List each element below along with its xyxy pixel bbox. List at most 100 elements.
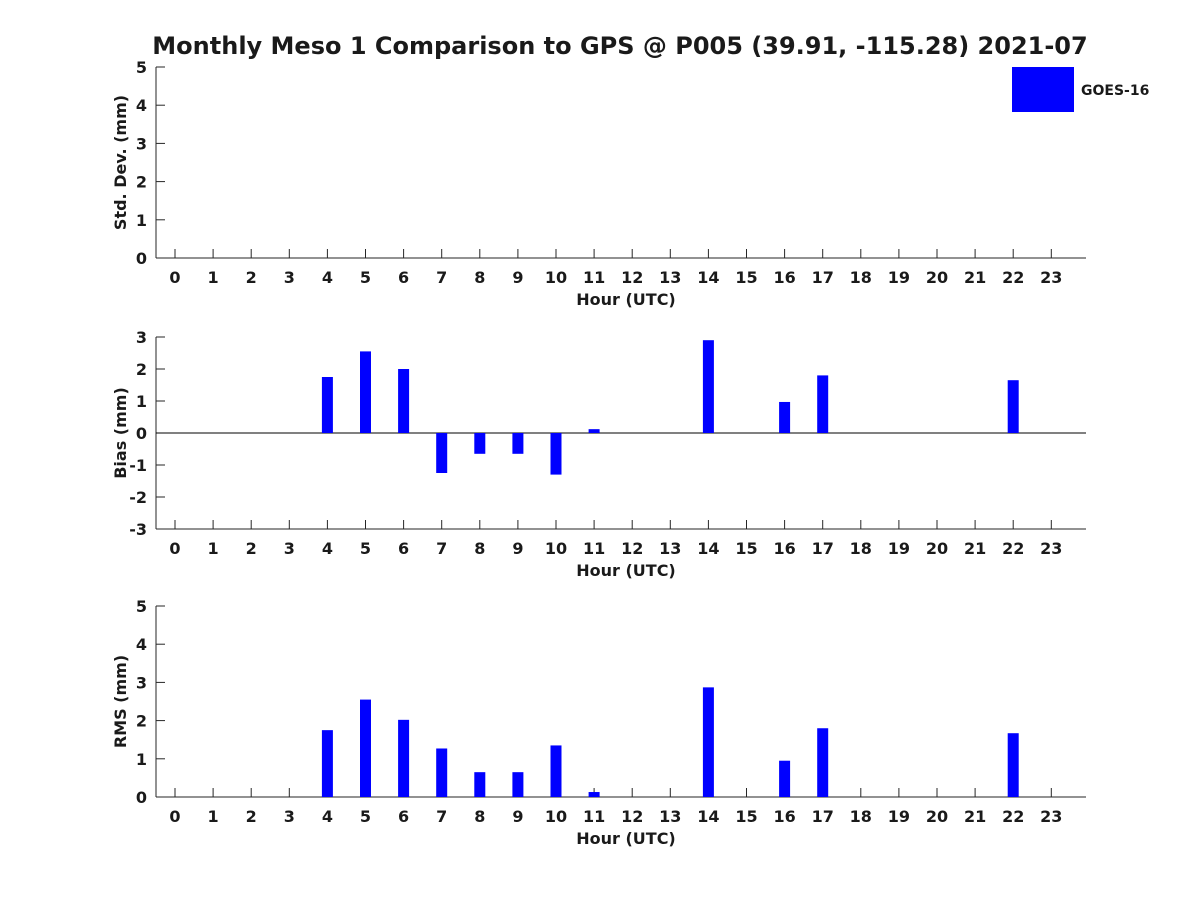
bar-hour-8: [474, 433, 486, 454]
y-tick-label: 1: [136, 750, 147, 769]
bar-hour-9: [512, 433, 524, 454]
x-axis-label: Hour (UTC): [576, 829, 676, 848]
bar-hour-22: [1007, 733, 1019, 797]
legend-swatch: [1012, 67, 1074, 112]
bar-hour-10: [550, 745, 562, 797]
y-tick-label: 1: [136, 392, 147, 411]
x-tick-label: 10: [545, 539, 567, 558]
y-tick-label: 5: [136, 597, 147, 616]
x-tick-label: 8: [474, 807, 485, 826]
x-tick-label: 19: [888, 268, 910, 287]
x-tick-label: 10: [545, 807, 567, 826]
x-tick-label: 2: [246, 268, 257, 287]
x-tick-label: 23: [1040, 268, 1062, 287]
x-tick-label: 2: [246, 807, 257, 826]
y-tick-label: 4: [136, 635, 147, 654]
x-tick-label: 3: [284, 268, 295, 287]
bar-hour-7: [436, 748, 448, 797]
bar-hour-14: [702, 687, 714, 797]
bar-hour-17: [817, 375, 829, 433]
x-tick-label: 18: [850, 807, 872, 826]
x-tick-label: 1: [208, 539, 219, 558]
x-tick-label: 11: [583, 268, 605, 287]
x-tick-label: 11: [583, 807, 605, 826]
x-tick-label: 7: [436, 268, 447, 287]
x-tick-label: 18: [850, 268, 872, 287]
x-tick-label: 14: [697, 807, 719, 826]
x-tick-label: 19: [888, 807, 910, 826]
bar-hour-5: [360, 351, 371, 433]
x-tick-label: 21: [964, 807, 986, 826]
bar-hour-11: [588, 792, 600, 797]
x-tick-label: 17: [812, 807, 834, 826]
x-tick-label: 0: [169, 807, 180, 826]
x-tick-label: 17: [812, 268, 834, 287]
x-tick-label: 22: [1002, 268, 1024, 287]
x-tick-label: 1: [208, 268, 219, 287]
x-tick-label: 23: [1040, 539, 1062, 558]
x-tick-label: 13: [659, 539, 681, 558]
x-tick-label: 14: [697, 268, 719, 287]
x-tick-label: 6: [398, 807, 409, 826]
y-axis-label: Bias (mm): [111, 387, 130, 479]
x-tick-label: 4: [322, 539, 333, 558]
y-tick-label: -1: [129, 456, 147, 475]
x-tick-label: 9: [512, 268, 523, 287]
x-tick-label: 4: [322, 807, 333, 826]
x-axis-label: Hour (UTC): [576, 290, 676, 309]
x-tick-label: 21: [964, 539, 986, 558]
x-tick-label: 2: [246, 539, 257, 558]
x-tick-label: 4: [322, 268, 333, 287]
x-tick-label: 16: [773, 539, 795, 558]
bar-hour-5: [360, 699, 371, 797]
x-tick-label: 7: [436, 539, 447, 558]
x-tick-label: 12: [621, 268, 643, 287]
bar-hour-11: [588, 429, 600, 433]
y-tick-label: 0: [136, 788, 147, 807]
x-axis-label: Hour (UTC): [576, 561, 676, 580]
x-tick-label: 6: [398, 268, 409, 287]
x-tick-label: 20: [926, 539, 948, 558]
x-tick-label: 8: [474, 268, 485, 287]
bar-hour-6: [398, 719, 410, 797]
x-tick-label: 9: [512, 539, 523, 558]
x-tick-label: 20: [926, 268, 948, 287]
chart-title: Monthly Meso 1 Comparison to GPS @ P005 …: [152, 32, 1087, 60]
y-tick-label: 0: [136, 424, 147, 443]
y-tick-label: 2: [136, 173, 147, 192]
x-tick-label: 5: [360, 268, 371, 287]
y-tick-label: 5: [136, 58, 147, 77]
x-tick-label: 15: [735, 539, 757, 558]
x-tick-label: 0: [169, 268, 180, 287]
y-tick-label: 3: [136, 328, 147, 347]
y-tick-label: 4: [136, 96, 147, 115]
x-tick-label: 10: [545, 268, 567, 287]
x-tick-label: 14: [697, 539, 719, 558]
x-tick-label: 20: [926, 807, 948, 826]
x-tick-label: 9: [512, 807, 523, 826]
bar-hour-8: [474, 772, 486, 797]
x-tick-label: 23: [1040, 807, 1062, 826]
bar-hour-14: [702, 340, 714, 433]
x-tick-label: 15: [735, 807, 757, 826]
x-tick-label: 22: [1002, 807, 1024, 826]
y-tick-label: -2: [129, 488, 147, 507]
x-tick-label: 5: [360, 539, 371, 558]
bar-hour-17: [817, 728, 829, 797]
bar-hour-10: [550, 433, 562, 475]
x-tick-label: 8: [474, 539, 485, 558]
x-tick-label: 5: [360, 807, 371, 826]
y-tick-label: -3: [129, 520, 147, 539]
x-tick-label: 12: [621, 539, 643, 558]
x-tick-label: 21: [964, 268, 986, 287]
x-tick-label: 17: [812, 539, 834, 558]
y-tick-label: 3: [136, 673, 147, 692]
bar-hour-16: [779, 760, 791, 797]
y-axis-label: RMS (mm): [111, 655, 130, 748]
y-axis-label: Std. Dev. (mm): [111, 95, 130, 230]
bar-hour-4: [321, 730, 333, 797]
